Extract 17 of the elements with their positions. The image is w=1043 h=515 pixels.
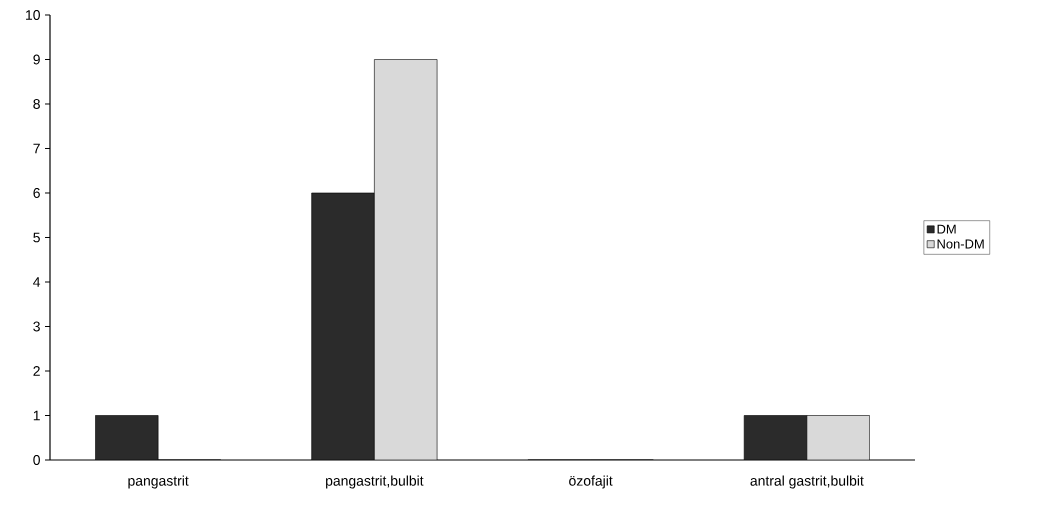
- x-tick-label: pangastrit,bulbit: [326, 475, 424, 489]
- y-tick-label: 2: [33, 366, 40, 376]
- x-tick-label: antral gastrit,bulbit: [750, 475, 864, 489]
- y-tick-label: 10: [26, 10, 40, 20]
- legend-label: Non-DM: [937, 239, 984, 249]
- y-tick-label: 4: [33, 277, 41, 287]
- x-tick-label: pangastrit: [128, 475, 189, 489]
- y-tick-label: 5: [33, 232, 40, 243]
- y-tick-label: 6: [33, 188, 40, 198]
- y-tick-label: 0: [33, 455, 40, 465]
- y-tick-label: 3: [33, 321, 40, 332]
- legend-label: DM: [937, 224, 956, 234]
- y-tick-label: 8: [33, 99, 40, 109]
- x-tick-label: özofajit: [569, 475, 613, 489]
- y-tick-label: 1: [33, 410, 40, 421]
- y-tick-label: 7: [33, 143, 40, 154]
- y-tick-label: 9: [33, 54, 40, 65]
